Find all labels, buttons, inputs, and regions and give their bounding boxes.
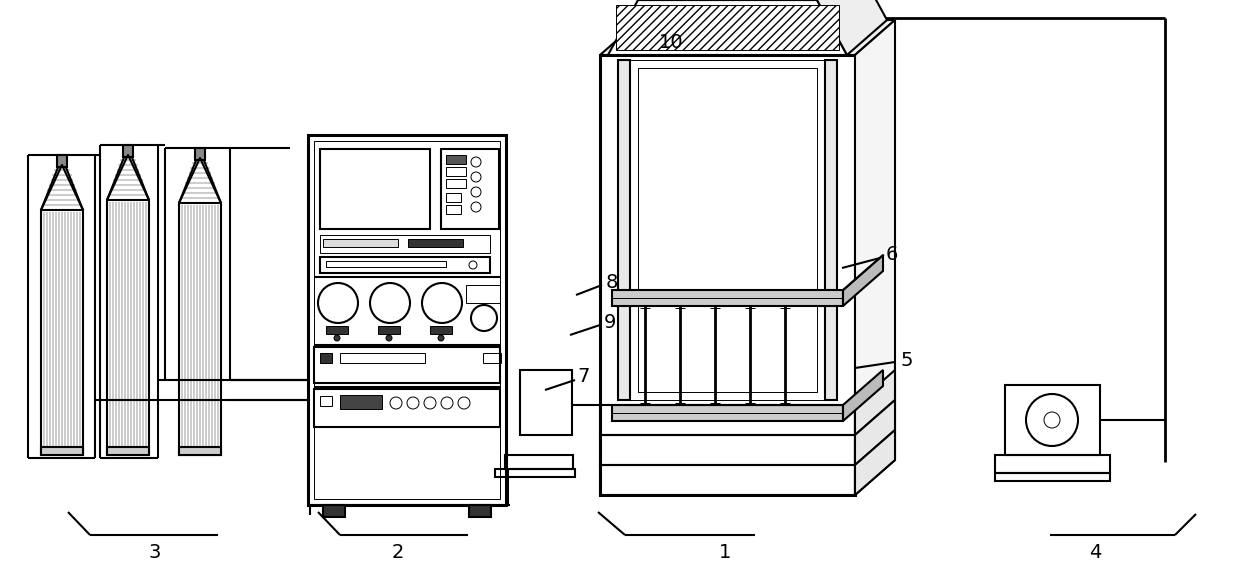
Bar [994, 455, 1110, 473]
Bar [520, 370, 572, 435]
Bar [616, 5, 839, 50]
Bar [378, 326, 401, 334]
Circle shape [471, 157, 481, 167]
Text: 1: 1 [719, 542, 732, 562]
Polygon shape [817, 0, 887, 55]
Bar [179, 447, 221, 455]
Text: 10: 10 [658, 33, 683, 53]
Bar [320, 353, 332, 363]
Text: 2: 2 [392, 542, 404, 562]
Circle shape [438, 335, 444, 341]
Bar [825, 60, 837, 400]
Bar [446, 193, 461, 202]
Bar [123, 145, 133, 157]
Circle shape [407, 397, 419, 409]
Bar [320, 149, 430, 229]
Circle shape [317, 283, 358, 323]
Polygon shape [843, 255, 884, 290]
Bar [195, 148, 205, 160]
Polygon shape [608, 0, 847, 55]
Polygon shape [843, 255, 883, 306]
Circle shape [370, 283, 410, 323]
Bar [430, 326, 453, 334]
Bar [446, 155, 466, 164]
Bar [320, 257, 490, 273]
Bar [322, 239, 398, 247]
Bar [613, 405, 843, 421]
Polygon shape [600, 20, 895, 55]
Bar [314, 347, 500, 383]
Circle shape [334, 335, 340, 341]
Bar [326, 261, 446, 267]
Bar [340, 395, 382, 409]
Circle shape [391, 397, 402, 409]
Circle shape [441, 397, 453, 409]
Circle shape [422, 283, 463, 323]
Bar [314, 141, 500, 499]
Circle shape [386, 335, 392, 341]
Polygon shape [856, 370, 895, 435]
Bar [107, 447, 149, 455]
Bar [340, 353, 425, 363]
Bar [408, 239, 463, 247]
Circle shape [471, 187, 481, 197]
Bar [1004, 385, 1100, 455]
Bar [600, 465, 856, 495]
Text: 7: 7 [578, 367, 590, 387]
Bar [446, 167, 466, 176]
Bar [994, 473, 1110, 481]
Bar [600, 435, 856, 465]
Bar [320, 235, 490, 253]
Bar [107, 200, 149, 455]
Circle shape [1044, 412, 1060, 428]
Circle shape [471, 202, 481, 212]
Text: 6: 6 [885, 246, 898, 264]
Circle shape [424, 397, 436, 409]
Polygon shape [843, 370, 883, 421]
Text: 4: 4 [1089, 542, 1101, 562]
Bar [441, 149, 498, 229]
Bar [600, 55, 856, 495]
Text: 9: 9 [604, 312, 616, 332]
Circle shape [1025, 394, 1078, 446]
Bar [495, 469, 575, 477]
Bar [314, 389, 500, 427]
Circle shape [471, 305, 497, 331]
Bar [600, 405, 856, 435]
Bar [57, 155, 67, 167]
Bar [639, 68, 817, 392]
Bar [41, 210, 83, 455]
Bar [320, 396, 332, 406]
Text: 8: 8 [606, 273, 619, 291]
Bar [322, 505, 345, 517]
Polygon shape [856, 400, 895, 465]
Bar [505, 455, 573, 469]
Bar [613, 290, 843, 306]
Bar [446, 205, 461, 214]
Circle shape [471, 172, 481, 182]
Bar [484, 353, 501, 363]
Bar [469, 505, 491, 517]
Bar [179, 203, 221, 455]
Bar [618, 60, 630, 400]
Bar [446, 179, 466, 188]
Text: 3: 3 [149, 542, 161, 562]
Bar [466, 285, 500, 303]
Circle shape [469, 261, 477, 269]
Text: 5: 5 [900, 350, 913, 370]
Bar [41, 447, 83, 455]
Polygon shape [856, 430, 895, 495]
Polygon shape [856, 20, 895, 495]
Bar [308, 135, 506, 505]
Bar [326, 326, 348, 334]
Bar [618, 60, 837, 400]
Circle shape [458, 397, 470, 409]
